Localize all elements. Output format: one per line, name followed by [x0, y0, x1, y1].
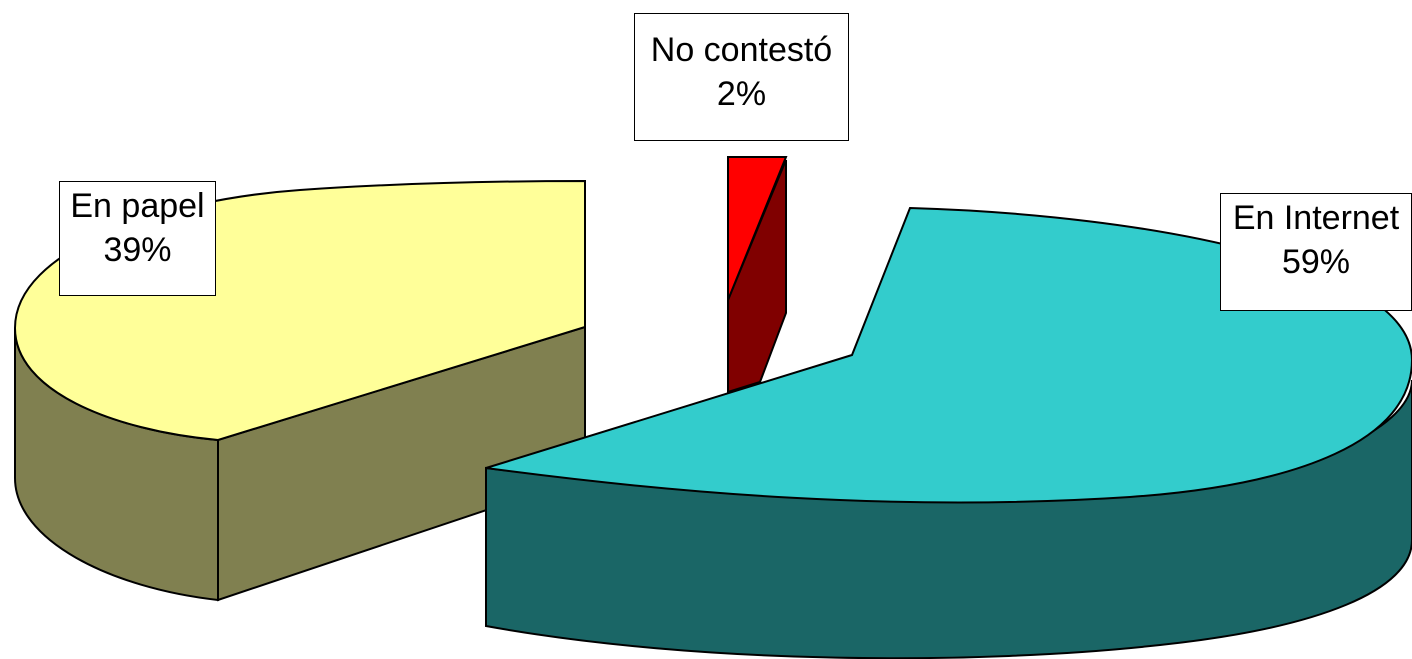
data-label-en-internet: En Internet 59% [1220, 193, 1412, 311]
slice-no-contesto-top [727, 156, 788, 301]
data-label-no-contesto-value: 2% [716, 75, 767, 113]
data-label-en-internet-value: 59% [1281, 243, 1351, 281]
data-label-en-papel-value: 39% [103, 231, 172, 269]
data-label-en-internet-name: En Internet [1232, 199, 1400, 237]
slice-no-contesto [727, 156, 788, 394]
data-label-no-contesto-name: No contestó [650, 31, 833, 69]
data-label-en-papel: En papel 39% [59, 181, 216, 296]
slice-en-internet [485, 206, 1412, 659]
data-label-en-papel-name: En papel [70, 187, 205, 225]
data-label-no-contesto: No contestó 2% [634, 13, 849, 141]
slice-en-internet-top [485, 206, 1412, 504]
